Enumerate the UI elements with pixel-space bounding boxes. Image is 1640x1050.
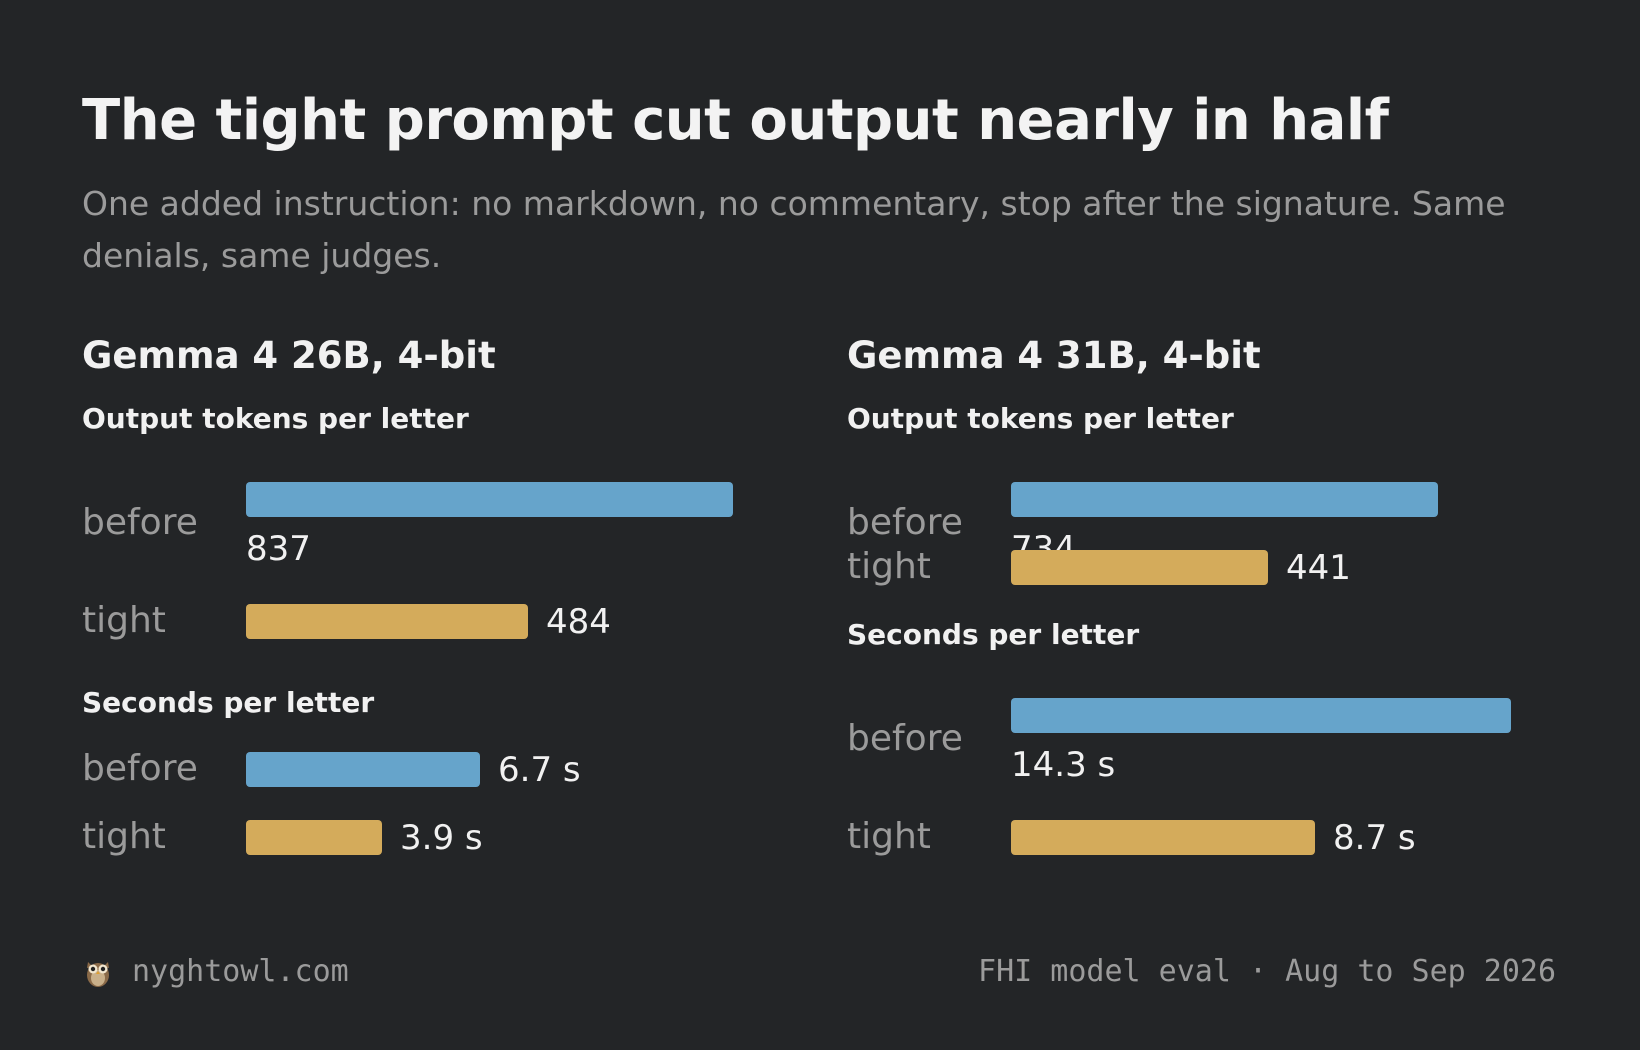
metric-title: Output tokens per letter [82, 402, 469, 435]
panel-title: Gemma 4 26B, 4-bit [82, 334, 496, 377]
row-label-before: before [82, 748, 198, 789]
bar-before [246, 482, 733, 517]
row-label-tight: tight [847, 546, 931, 587]
value-label-before: 6.7 s [498, 750, 581, 790]
footer-source: FHI model eval · Aug to Sep 2026 [978, 954, 1556, 989]
site-name: nyghtowl.com [132, 954, 349, 989]
metric-title: Seconds per letter [82, 686, 375, 719]
value-label-tight: 8.7 s [1333, 818, 1416, 858]
row-label-tight: tight [847, 816, 931, 857]
footer-site: nyghtowl.com [84, 954, 349, 989]
bar-tight [1011, 820, 1315, 855]
bar-tight [246, 604, 528, 639]
row-label-tight: tight [82, 600, 166, 641]
metric-title: Seconds per letter [847, 618, 1140, 651]
bar-before [1011, 482, 1438, 517]
value-label-before: 837 [246, 529, 311, 569]
page-subtitle: One added instruction: no markdown, no c… [82, 184, 1506, 275]
bar-before [246, 752, 480, 787]
row-label-before: before [82, 502, 198, 543]
owl-icon [84, 956, 112, 988]
row-label-before: before [847, 718, 963, 759]
metric-title: Output tokens per letter [847, 402, 1234, 435]
page-title: The tight prompt cut output nearly in ha… [82, 88, 1389, 153]
bar-tight [1011, 550, 1268, 585]
row-label-tight: tight [82, 816, 166, 857]
row-label-before: before [847, 502, 963, 543]
value-label-tight: 484 [546, 602, 611, 642]
value-label-tight: 3.9 s [400, 818, 483, 858]
bar-before [1011, 698, 1511, 733]
bar-tight [246, 820, 382, 855]
value-label-tight: 441 [1286, 548, 1351, 588]
panel-title: Gemma 4 31B, 4-bit [847, 334, 1261, 377]
value-label-before: 14.3 s [1011, 745, 1116, 785]
